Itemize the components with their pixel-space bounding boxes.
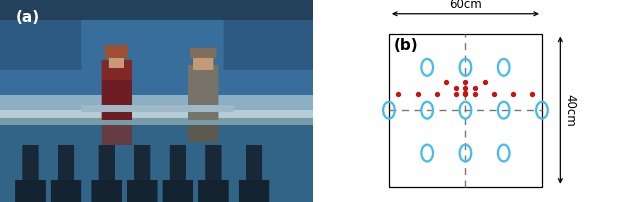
Text: (b): (b) [394,38,418,53]
Bar [389,34,542,187]
Text: 40cm: 40cm [563,94,577,127]
Text: (a): (a) [15,10,40,25]
Text: 60cm: 60cm [449,0,482,11]
